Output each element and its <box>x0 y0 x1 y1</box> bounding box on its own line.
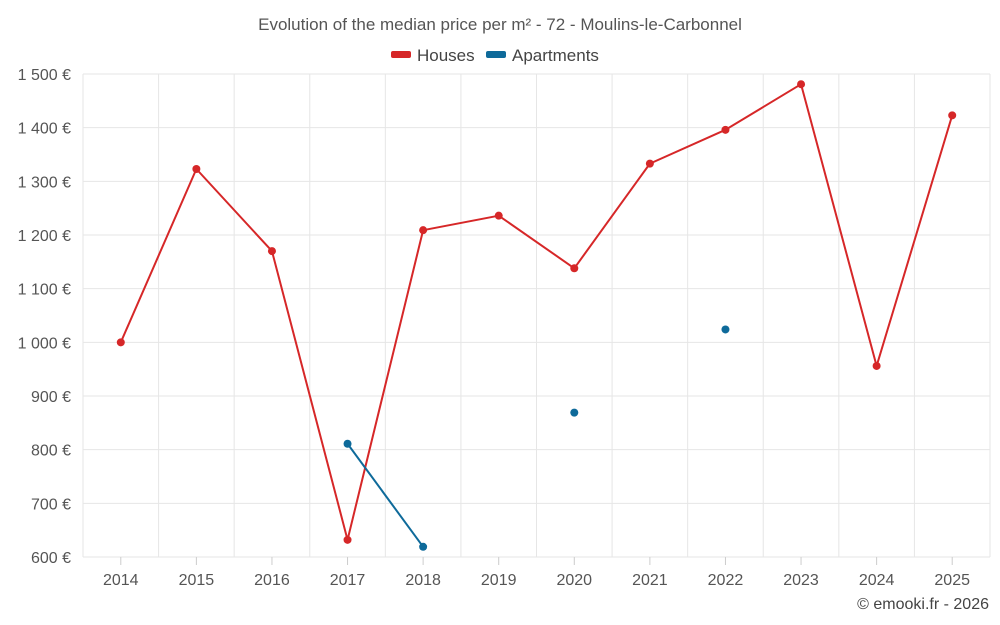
x-tick-label: 2018 <box>405 572 441 589</box>
x-tick-label: 2023 <box>783 572 819 589</box>
x-tick-label: 2014 <box>103 572 139 589</box>
data-point-houses-2024[interactable] <box>872 361 881 370</box>
x-tick-label: 2022 <box>708 572 744 589</box>
plot-area <box>116 80 957 551</box>
x-tick-label: 2017 <box>330 572 366 589</box>
legend-swatch-apartments <box>486 51 506 58</box>
x-tick-label: 2016 <box>254 572 290 589</box>
y-tick-label: 1 200 € <box>18 228 71 245</box>
data-point-apartments-2022[interactable] <box>721 325 730 334</box>
y-tick-label: 1 400 € <box>18 121 71 138</box>
legend: Houses Apartments <box>391 46 599 65</box>
x-tick-label: 2021 <box>632 572 668 589</box>
x-tick-label: 2024 <box>859 572 895 589</box>
credit: © emooki.fr - 2026 <box>857 596 989 613</box>
legend-swatch-houses <box>391 51 411 58</box>
data-point-houses-2014[interactable] <box>116 338 125 347</box>
data-point-apartments-2018[interactable] <box>419 542 428 551</box>
y-tick-label: 1 000 € <box>18 335 71 352</box>
data-point-houses-2018[interactable] <box>419 226 428 235</box>
data-point-houses-2022[interactable] <box>721 125 730 134</box>
y-tick-label: 600 € <box>31 550 71 567</box>
legend-label-apartments[interactable]: Apartments <box>512 46 599 65</box>
x-tick-label: 2015 <box>179 572 215 589</box>
y-tick-label: 1 100 € <box>18 282 71 299</box>
data-point-houses-2019[interactable] <box>494 211 503 220</box>
data-point-houses-2016[interactable] <box>267 247 276 256</box>
x-tick-label: 2019 <box>481 572 517 589</box>
series-line-houses <box>119 83 954 541</box>
legend-label-houses[interactable]: Houses <box>417 46 475 65</box>
data-point-houses-2020[interactable] <box>570 264 579 273</box>
grid <box>82 73 991 558</box>
chart-title: Evolution of the median price per m² - 7… <box>258 15 742 34</box>
data-point-houses-2015[interactable] <box>192 164 201 173</box>
y-tick-label: 700 € <box>31 496 71 513</box>
x-tick-label: 2025 <box>934 572 970 589</box>
data-point-houses-2023[interactable] <box>797 80 806 89</box>
series-houses <box>116 80 957 544</box>
data-point-houses-2021[interactable] <box>645 159 654 168</box>
y-tick-label: 800 € <box>31 443 71 460</box>
series-apartments <box>343 325 730 551</box>
data-point-houses-2025[interactable] <box>948 111 957 120</box>
data-point-houses-2017[interactable] <box>343 535 352 544</box>
data-point-apartments-2017[interactable] <box>343 439 352 448</box>
series-line-apartments <box>346 443 424 548</box>
y-axis: 600 € 700 € 800 € 900 € 1 000 € 1 100 € 1 200 … <box>18 67 71 567</box>
data-point-apartments-2020[interactable] <box>570 408 579 417</box>
y-tick-label: 1 300 € <box>18 174 71 191</box>
y-tick-label: 900 € <box>31 389 71 406</box>
y-tick-label: 1 500 € <box>18 67 71 84</box>
x-tick-label: 2020 <box>556 572 592 589</box>
x-axis: 2014 2015 2016 2017 2018 2019 2020 2021 2022 2023… <box>103 557 970 589</box>
